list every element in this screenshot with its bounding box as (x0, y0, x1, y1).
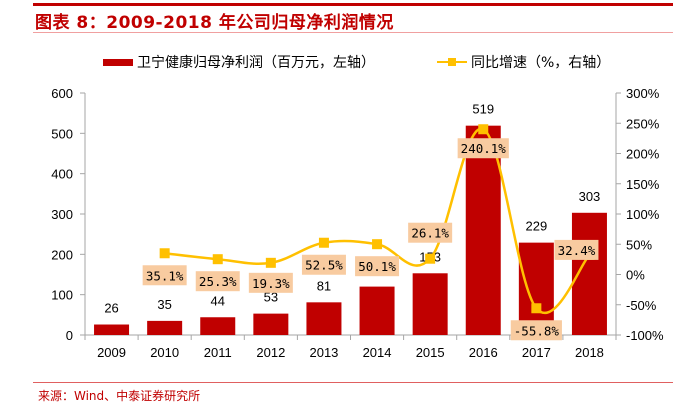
bar-data-label: 44 (211, 293, 225, 308)
growth-marker-2015 (425, 253, 436, 264)
bar-data-label: 53 (264, 290, 278, 305)
legend-label-profit: 卫宁健康归母净利润（百万元，左轴） (137, 55, 375, 71)
growth-label-box (554, 239, 599, 260)
growth-marker-2016 (478, 124, 489, 135)
left-axis-tick-label: 600 (51, 86, 73, 101)
bar-data-label: 35 (157, 297, 171, 312)
bar-2016 (465, 125, 501, 335)
bar-2015 (412, 273, 448, 335)
bar-2009 (94, 324, 130, 335)
right-axis-tick-label: 250% (626, 116, 660, 131)
x-axis-tick-label: 2017 (522, 345, 551, 360)
left-axis-tick-label: 400 (51, 167, 73, 182)
bar-2012 (253, 313, 289, 335)
bar-data-label: 519 (472, 102, 494, 117)
legend-bar-swatch (103, 58, 133, 66)
growth-data-label: 240.1% (461, 141, 507, 156)
growth-data-label: 52.5% (305, 258, 343, 273)
bar-data-label: 81 (317, 278, 331, 293)
bar-data-label: 303 (579, 189, 601, 204)
left-axis-tick-label: 500 (51, 126, 73, 141)
right-axis-tick-label: 150% (626, 177, 660, 192)
growth-data-label: 26.1% (411, 226, 449, 241)
left-axis-tick-label: 0 (66, 328, 73, 343)
growth-data-label: -55.8% (514, 323, 560, 338)
x-axis-tick-label: 2015 (416, 345, 445, 360)
legend-item-growth: 同比增速（%，右轴） (437, 52, 610, 72)
growth-label-box (142, 265, 187, 286)
top-rule (33, 3, 673, 6)
x-axis-tick-label: 2009 (97, 345, 126, 360)
title-divider (33, 32, 673, 33)
right-axis-tick-label: -100% (626, 328, 664, 343)
growth-label-box (457, 138, 509, 159)
growth-marker-2013 (318, 237, 329, 248)
bar-data-label: 26 (104, 301, 118, 316)
x-axis-tick-label: 2016 (469, 345, 498, 360)
legend-label-growth: 同比增速（%，右轴） (471, 55, 611, 71)
growth-data-label: 25.3% (199, 274, 237, 289)
right-axis-tick-label: 300% (626, 86, 660, 101)
x-axis-tick-label: 2014 (363, 345, 392, 360)
growth-label-box (248, 272, 293, 293)
bar-2014 (359, 286, 395, 335)
growth-data-label: 50.1% (358, 259, 396, 274)
left-axis-tick-label: 200 (51, 247, 73, 262)
growth-marker-2010 (159, 248, 170, 259)
x-axis-tick-label: 2010 (150, 345, 179, 360)
growth-data-label: 35.1% (146, 268, 184, 283)
bar-data-label: 229 (525, 219, 547, 234)
growth-label-box (195, 271, 240, 292)
growth-marker-2012 (265, 257, 276, 268)
x-axis-tick-label: 2018 (575, 345, 604, 360)
growth-line (164, 127, 591, 314)
growth-data-label: 19.3% (252, 276, 290, 291)
legend-line-swatch (437, 55, 467, 69)
left-axis-tick-label: 100 (51, 288, 73, 303)
bar-2010 (147, 320, 183, 335)
growth-marker-2011 (212, 254, 223, 265)
left-axis-tick-label: 300 (51, 207, 73, 222)
chart-title: 图表 8：2009-2018 年公司归母净利润情况 (35, 13, 394, 33)
source-note: 来源：Wind、中泰证券研究所 (38, 389, 201, 403)
right-axis-tick-label: 100% (626, 207, 660, 222)
x-axis-tick-label: 2012 (256, 345, 285, 360)
growth-label-box (355, 256, 400, 277)
right-axis-tick-label: 200% (626, 147, 660, 162)
legend-item-profit: 卫宁健康归母净利润（百万元，左轴） (103, 52, 375, 72)
growth-label-box (408, 222, 453, 243)
right-axis-tick-label: 50% (626, 237, 652, 252)
growth-data-label: 32.4% (558, 243, 596, 258)
growth-label-box (301, 254, 346, 275)
footer-divider (33, 382, 673, 383)
growth-marker-2014 (372, 239, 383, 250)
bar-2011 (200, 317, 236, 335)
right-axis-tick-label: -50% (626, 298, 657, 313)
bar-2013 (306, 302, 342, 335)
growth-marker-2017 (531, 303, 542, 314)
bar-2017 (518, 242, 554, 335)
x-axis-tick-label: 2013 (309, 345, 338, 360)
right-axis-tick-label: 0% (626, 268, 645, 283)
x-axis-tick-label: 2011 (204, 345, 232, 360)
growth-label-box (510, 320, 562, 341)
